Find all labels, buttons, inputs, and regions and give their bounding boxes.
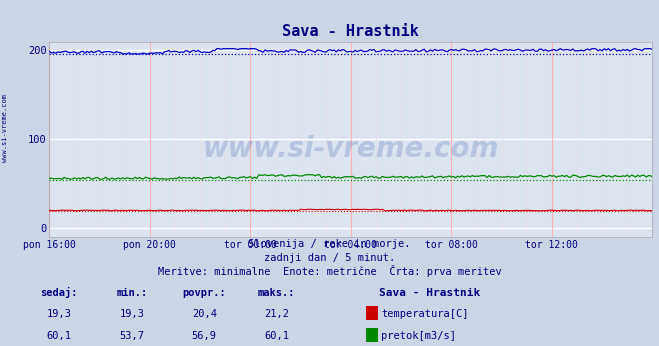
- Text: povpr.:: povpr.:: [183, 288, 226, 298]
- Text: Slovenija / reke in morje.: Slovenija / reke in morje.: [248, 239, 411, 249]
- Text: 19,3: 19,3: [47, 309, 72, 319]
- Text: 19,3: 19,3: [119, 309, 144, 319]
- Text: 60,1: 60,1: [264, 331, 289, 341]
- Text: 21,2: 21,2: [264, 309, 289, 319]
- Text: 60,1: 60,1: [47, 331, 72, 341]
- Text: Sava - Hrastnik: Sava - Hrastnik: [379, 288, 480, 298]
- Text: www.si-vreme.com: www.si-vreme.com: [2, 94, 8, 162]
- Text: 20,4: 20,4: [192, 309, 217, 319]
- Text: pretok[m3/s]: pretok[m3/s]: [381, 331, 456, 341]
- Text: Meritve: minimalne  Enote: metrične  Črta: prva meritev: Meritve: minimalne Enote: metrične Črta:…: [158, 265, 501, 277]
- Title: Sava - Hrastnik: Sava - Hrastnik: [283, 24, 419, 39]
- Text: www.si-vreme.com: www.si-vreme.com: [203, 135, 499, 163]
- Text: zadnji dan / 5 minut.: zadnji dan / 5 minut.: [264, 253, 395, 263]
- Text: min.:: min.:: [116, 288, 148, 298]
- Text: 56,9: 56,9: [192, 331, 217, 341]
- Text: 53,7: 53,7: [119, 331, 144, 341]
- Text: sedaj:: sedaj:: [41, 287, 78, 298]
- Text: temperatura[C]: temperatura[C]: [381, 309, 469, 319]
- Text: maks.:: maks.:: [258, 288, 295, 298]
